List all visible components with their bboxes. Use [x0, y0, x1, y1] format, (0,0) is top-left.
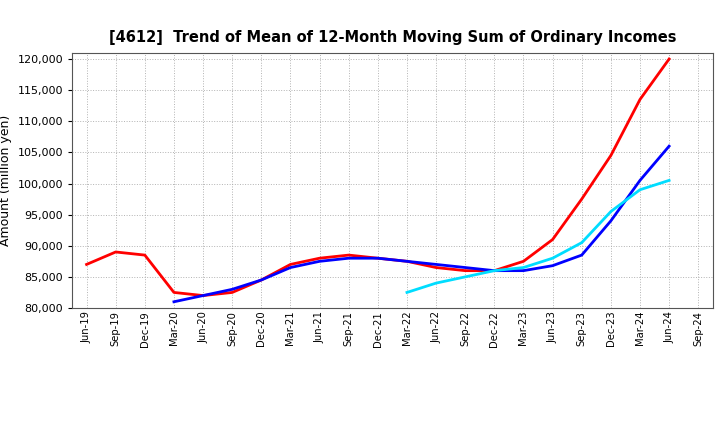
3 Years — [140, 253, 149, 258]
7 Years — [461, 274, 469, 279]
3 Years — [228, 290, 236, 295]
5 Years — [257, 277, 266, 282]
3 Years — [257, 277, 266, 282]
3 Years — [199, 293, 207, 298]
5 Years — [548, 263, 557, 268]
3 Years — [402, 259, 411, 264]
3 Years — [636, 97, 644, 102]
3 Years — [548, 237, 557, 242]
7 Years — [606, 209, 615, 214]
3 Years — [461, 268, 469, 273]
Line: 7 Years: 7 Years — [407, 180, 669, 293]
7 Years — [519, 265, 528, 270]
3 Years — [374, 256, 382, 261]
Title: [4612]  Trend of Mean of 12-Month Moving Sum of Ordinary Incomes: [4612] Trend of Mean of 12-Month Moving … — [109, 29, 676, 45]
3 Years — [344, 253, 353, 258]
3 Years — [577, 196, 586, 202]
5 Years — [286, 265, 294, 270]
7 Years — [665, 178, 673, 183]
3 Years — [170, 290, 179, 295]
3 Years — [606, 153, 615, 158]
3 Years — [665, 56, 673, 62]
5 Years — [402, 259, 411, 264]
Line: 5 Years: 5 Years — [174, 146, 669, 302]
3 Years — [490, 268, 499, 273]
5 Years — [606, 218, 615, 224]
5 Years — [665, 143, 673, 149]
5 Years — [228, 287, 236, 292]
3 Years — [112, 249, 120, 255]
5 Years — [490, 268, 499, 273]
5 Years — [577, 253, 586, 258]
3 Years — [82, 262, 91, 267]
5 Years — [636, 178, 644, 183]
7 Years — [490, 268, 499, 273]
7 Years — [636, 187, 644, 192]
Line: 3 Years: 3 Years — [86, 59, 669, 296]
5 Years — [199, 293, 207, 298]
7 Years — [548, 256, 557, 261]
5 Years — [374, 256, 382, 261]
5 Years — [461, 265, 469, 270]
7 Years — [577, 240, 586, 245]
7 Years — [402, 290, 411, 295]
7 Years — [432, 280, 441, 286]
3 Years — [315, 256, 324, 261]
3 Years — [519, 259, 528, 264]
5 Years — [170, 299, 179, 304]
5 Years — [344, 256, 353, 261]
Y-axis label: Amount (million yen): Amount (million yen) — [0, 115, 12, 246]
5 Years — [315, 259, 324, 264]
5 Years — [432, 262, 441, 267]
3 Years — [432, 265, 441, 270]
3 Years — [286, 262, 294, 267]
5 Years — [519, 268, 528, 273]
